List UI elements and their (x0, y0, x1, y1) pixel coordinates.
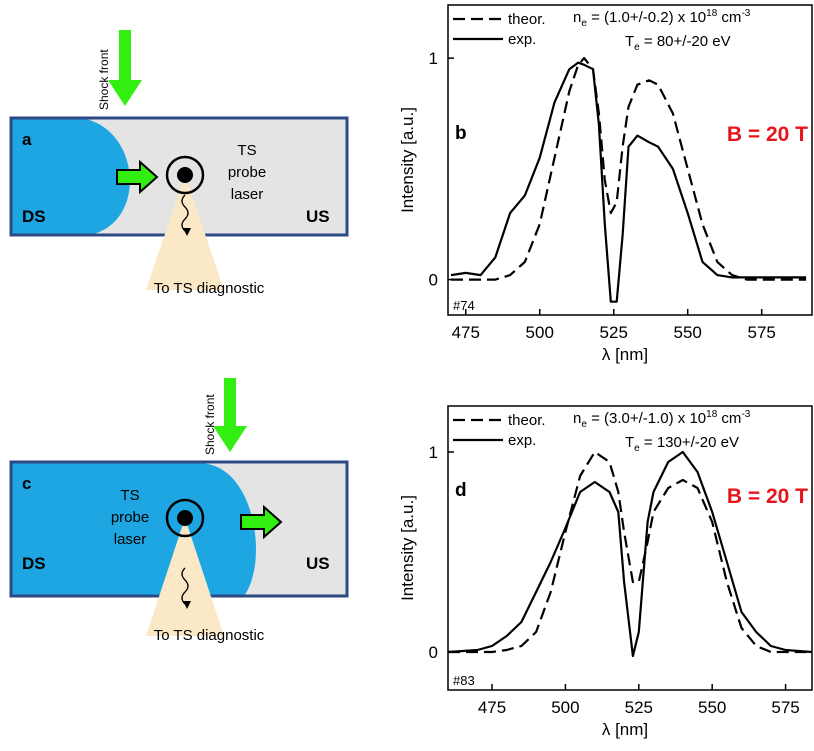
density-part: = (1.0+/-0.2) x 10 (587, 9, 706, 26)
y-tick-label: 0 (429, 271, 438, 290)
chart: 475 500 525 550 575 0 1 λ [nm] Intensity [a.u.] d… (398, 405, 813, 739)
left-label: DS (22, 207, 46, 226)
legend-label: theor. (508, 11, 546, 28)
panel-label: d (455, 480, 467, 501)
legend-label: theor. (508, 412, 546, 429)
temperature-part: T (625, 33, 634, 50)
temperature-part: = 130+/-20 eV (640, 434, 739, 451)
series-line (450, 61, 807, 303)
shock-arrow (108, 30, 142, 106)
probe-spot (177, 510, 193, 526)
x-tick-label: 475 (452, 323, 480, 342)
shock-region (12, 119, 130, 234)
series-line (451, 57, 807, 281)
density-part: = (3.0+/-1.0) x 10 (587, 410, 706, 427)
x-tick-label: 500 (551, 698, 579, 717)
series-line (448, 450, 812, 654)
density-part: cm (717, 9, 741, 26)
plot-frame (447, 405, 813, 691)
x-tick-label: 550 (698, 698, 726, 717)
probe-label: TS (237, 142, 256, 159)
x-tick-label: 525 (600, 323, 628, 342)
x-tick-label: 575 (748, 323, 776, 342)
plot-frame (447, 4, 813, 316)
density-part: 18 (706, 409, 718, 420)
probe-label: laser (231, 186, 264, 203)
probe-label: TS (120, 487, 139, 504)
diagram-c: Shock front c DS US TS probe laser To TS… (9, 378, 349, 644)
probe-label: laser (114, 531, 147, 548)
temperature-annotation: Te = 80+/-20 eV (625, 33, 731, 53)
scatter-arrowhead (183, 601, 191, 609)
density-part: e (581, 419, 587, 430)
x-tick-label: 525 (625, 698, 653, 717)
density-annotation: ne = (1.0+/-0.2) x 1018 cm-3 (573, 8, 751, 29)
density-part: n (573, 9, 581, 26)
panel-label: a (22, 130, 32, 149)
density-part: -3 (741, 8, 750, 19)
right-label: US (306, 554, 330, 573)
y-axis-label: Intensity [a.u.] (398, 495, 417, 601)
legend-label: exp. (508, 31, 536, 48)
series-line (448, 450, 812, 658)
diagram-a: Shock front a DS US TS probe laser To TS… (9, 30, 349, 297)
right-label: US (306, 207, 330, 226)
y-tick-label: 0 (429, 643, 438, 662)
shock-region (12, 463, 256, 595)
density-part: -3 (741, 409, 750, 420)
chart: 475 500 525 550 575 0 1 λ [nm] Intensity [a.u.] b… (398, 4, 813, 364)
density-part: 18 (706, 8, 718, 19)
density-part: cm (717, 410, 741, 427)
scatter-wave (181, 194, 189, 232)
temperature-annotation: Te = 130+/-20 eV (625, 434, 739, 454)
field-label: B = 20 T (727, 485, 808, 508)
diagnostic-label: To TS diagnostic (154, 627, 265, 644)
shot-label: #83 (453, 673, 475, 688)
flow-arrow (116, 159, 159, 195)
left-label: DS (22, 554, 46, 573)
temperature-part: T (625, 434, 634, 451)
temperature-part: e (634, 42, 640, 53)
x-axis-label: λ [nm] (602, 345, 648, 364)
field-label: B = 20 T (727, 123, 808, 146)
temperature-part: = 80+/-20 eV (640, 33, 731, 50)
shock-label: Shock front (203, 394, 217, 455)
probe-ring (165, 498, 205, 538)
x-tick-label: 575 (771, 698, 799, 717)
x-tick-label: 550 (674, 323, 702, 342)
collection-cone (146, 175, 224, 290)
collection-cone (146, 518, 224, 636)
shock-label: Shock front (97, 49, 111, 110)
panel-label: b (455, 123, 467, 144)
y-tick-label: 1 (429, 443, 438, 462)
x-tick-label: 500 (526, 323, 554, 342)
diagnostic-label: To TS diagnostic (154, 280, 265, 297)
shock-arrow (213, 378, 247, 452)
probe-label: probe (228, 164, 266, 181)
temperature-part: e (634, 443, 640, 454)
probe-spot (177, 167, 193, 183)
x-axis-label: λ [nm] (602, 720, 648, 739)
shot-label: #74 (453, 298, 475, 313)
probe-ring (165, 155, 205, 195)
legend-label: exp. (508, 432, 536, 449)
panel-label: c (22, 474, 31, 493)
y-axis-label: Intensity [a.u.] (398, 107, 417, 213)
x-tick-label: 475 (478, 698, 506, 717)
scatter-wave (181, 567, 189, 605)
density-annotation: ne = (3.0+/-1.0) x 1018 cm-3 (573, 409, 751, 430)
density-part: e (581, 18, 587, 29)
flow-arrow (240, 504, 283, 540)
density-part: n (573, 410, 581, 427)
y-tick-label: 1 (429, 49, 438, 68)
scatter-arrowhead (183, 228, 191, 236)
probe-label: probe (111, 509, 149, 526)
